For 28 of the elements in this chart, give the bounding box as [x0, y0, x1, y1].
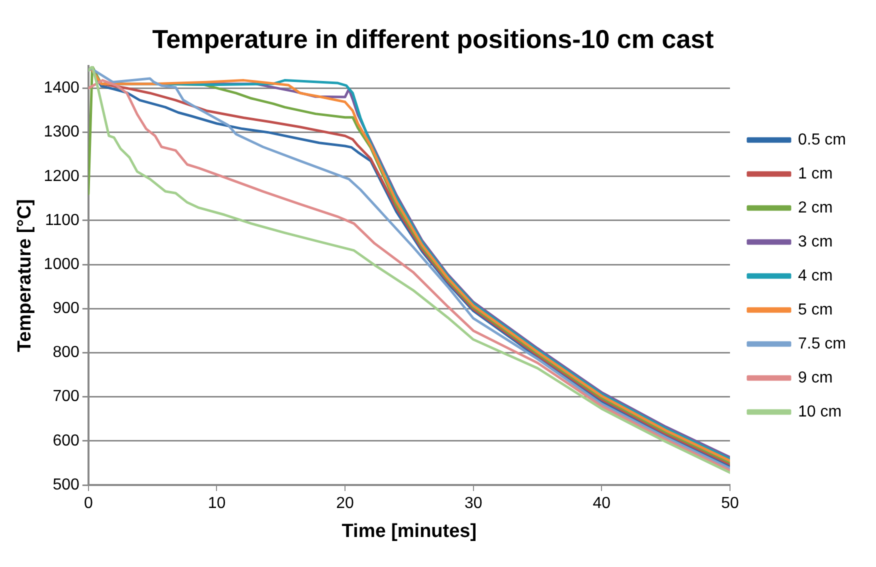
legend-label: 4 cm: [798, 267, 833, 284]
y-tick-label: 1000: [44, 256, 80, 273]
x-tick-label: 0: [84, 495, 93, 512]
legend-label: 1 cm: [798, 165, 833, 182]
y-tick-label: 1100: [44, 212, 80, 229]
y-axis-title: Temperature [°C]: [14, 199, 36, 352]
legend-label: 9 cm: [798, 369, 833, 386]
legend-label: 0.5 cm: [798, 131, 846, 148]
legend-label: 7.5 cm: [798, 335, 846, 352]
x-tick-label: 30: [464, 495, 482, 512]
y-tick-label: 1300: [44, 124, 80, 141]
legend-label: 10 cm: [798, 403, 842, 420]
x-axis-title: Time [minutes]: [342, 520, 477, 542]
chart-title: Temperature in different positions-10 cm cast: [152, 24, 714, 54]
y-tick-label: 500: [52, 476, 80, 494]
legend-label: 2 cm: [798, 199, 833, 216]
y-tick-label: 700: [52, 388, 80, 406]
legend-label: 3 cm: [798, 233, 833, 250]
x-tick-label: 10: [208, 495, 226, 512]
y-tick-label: 600: [52, 432, 80, 450]
y-tick-label: 900: [52, 300, 80, 318]
y-tick-label: 1200: [44, 168, 80, 185]
x-tick-label: 40: [592, 495, 611, 512]
legend-label: 5 cm: [798, 301, 833, 318]
y-tick-label: 1400: [44, 80, 80, 97]
x-tick-label: 20: [336, 495, 354, 512]
x-tick-label: 50: [721, 495, 739, 512]
y-tick-label: 800: [52, 344, 80, 362]
